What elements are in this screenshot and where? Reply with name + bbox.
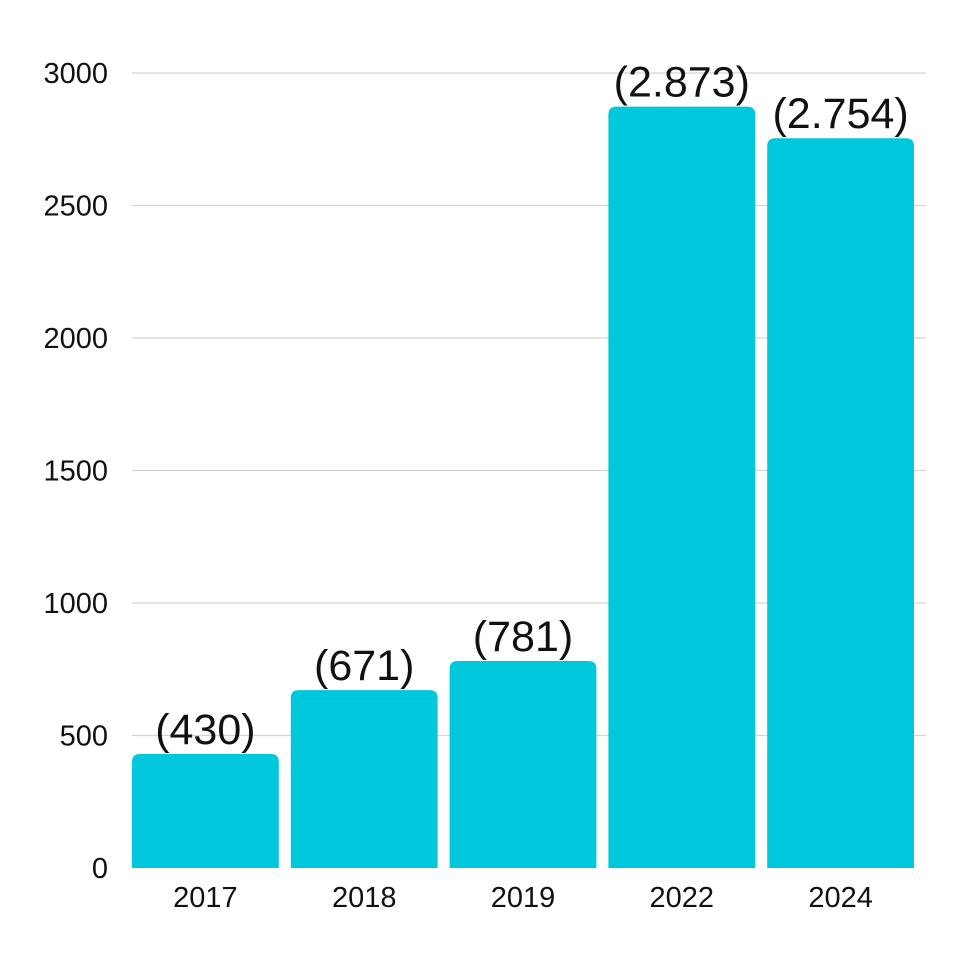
y-tick-label: 500 — [60, 721, 108, 753]
x-tick-label-2024: 2024 — [808, 882, 873, 914]
bar-2019 — [449, 661, 597, 868]
bar-2022 — [608, 106, 756, 868]
bar-2018 — [290, 690, 438, 868]
data-label-2022: (2.873) — [614, 59, 750, 107]
x-tick-label-2022: 2022 — [650, 882, 715, 914]
x-axis-ticks: 2017 2018 2019 2022 2024 — [173, 882, 873, 914]
data-label-2017: (430) — [155, 706, 255, 754]
data-label-2018: (671) — [314, 642, 414, 690]
x-tick-label-2017: 2017 — [173, 882, 238, 914]
y-tick-label: 0 — [92, 853, 108, 885]
y-tick-label: 2500 — [43, 191, 108, 223]
y-tick-label: 1000 — [43, 588, 108, 620]
x-tick-label-2018: 2018 — [332, 882, 397, 914]
bar-2017 — [132, 754, 279, 868]
data-label-2019: (781) — [473, 613, 573, 661]
bar-2024 — [767, 138, 914, 868]
y-axis-ticks: 0 500 1000 1500 2000 2500 3000 — [43, 58, 108, 885]
x-tick-label-2019: 2019 — [491, 882, 556, 914]
y-tick-label: 3000 — [43, 58, 108, 90]
y-tick-label: 1500 — [43, 456, 108, 488]
bars — [132, 106, 914, 868]
data-label-2024: (2.754) — [772, 90, 908, 138]
y-tick-label: 2000 — [43, 323, 108, 355]
data-labels: (430) (671) (781) (2.873) (2.754) — [155, 59, 909, 754]
